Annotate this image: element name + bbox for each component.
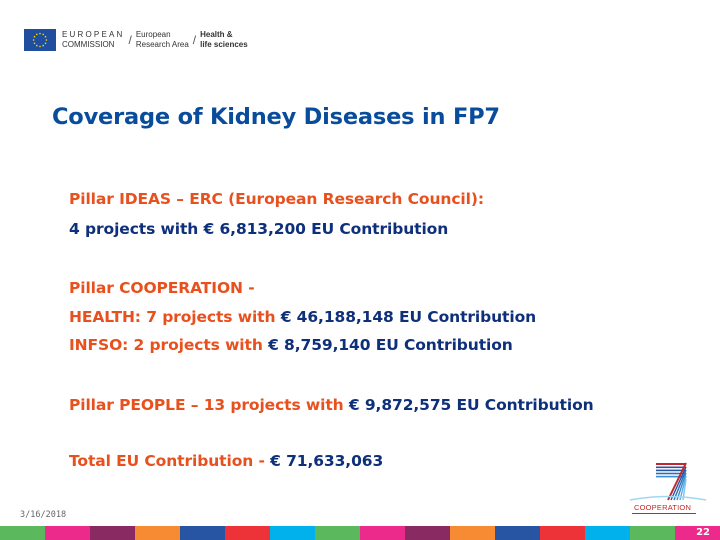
fp7-logo-underline [632,513,696,514]
header-separator: / [192,33,197,47]
footer-band-segment [135,526,180,540]
research-area-label: European Research Area [135,30,189,49]
footer-band-segment [225,526,270,540]
eu-flag-icon [24,29,56,51]
footer-color-band [0,526,720,540]
footer-band-segment [450,526,495,540]
ideas-pillar-summary: 4 projects with € 6,813,200 EU Contribut… [69,220,449,238]
footer-band-segment [630,526,675,540]
slide-title: Coverage of Kidney Diseases in FP7 [52,104,500,130]
footer-band-segment [0,526,45,540]
page-number: 22 [696,527,710,538]
slide-date: 3/16/2018 [20,510,67,520]
total-contribution-line: Total EU Contribution - € 71,633,063 [69,452,384,470]
header-separator: / [128,33,132,47]
footer-band-segment [90,526,135,540]
footer-band-segment [180,526,225,540]
fp7-seven-icon [629,462,707,501]
footer-band-segment [675,526,720,540]
footer-band-segment [270,526,315,540]
health-life-sciences-label: Health & life sciences [200,30,248,49]
fp7-cooperation-logo: COOPERATION [628,460,708,520]
ideas-pillar-heading: Pillar IDEAS – ERC (European Research Co… [69,190,484,208]
footer-band-segment [405,526,450,540]
cooperation-health-line: HEALTH: 7 projects with € 46,188,148 EU … [69,308,537,326]
footer-band-segment [315,526,360,540]
footer-band-segment [495,526,540,540]
cooperation-infso-line: INFSO: 2 projects with € 8,759,140 EU Co… [69,336,513,354]
people-pillar-line: Pillar PEOPLE – 13 projects with € 9,872… [69,396,594,414]
header-logo-bar: EUROPEAN COMMISSION / European Research … [24,29,248,51]
european-commission-label: EUROPEAN COMMISSION [62,30,125,49]
cooperation-pillar-heading: Pillar COOPERATION - [69,279,255,297]
footer-band-segment [45,526,90,540]
footer-band-segment [360,526,405,540]
fp7-logo-label: COOPERATION [634,503,692,512]
footer-band-segment [585,526,630,540]
footer-band-segment [540,526,585,540]
